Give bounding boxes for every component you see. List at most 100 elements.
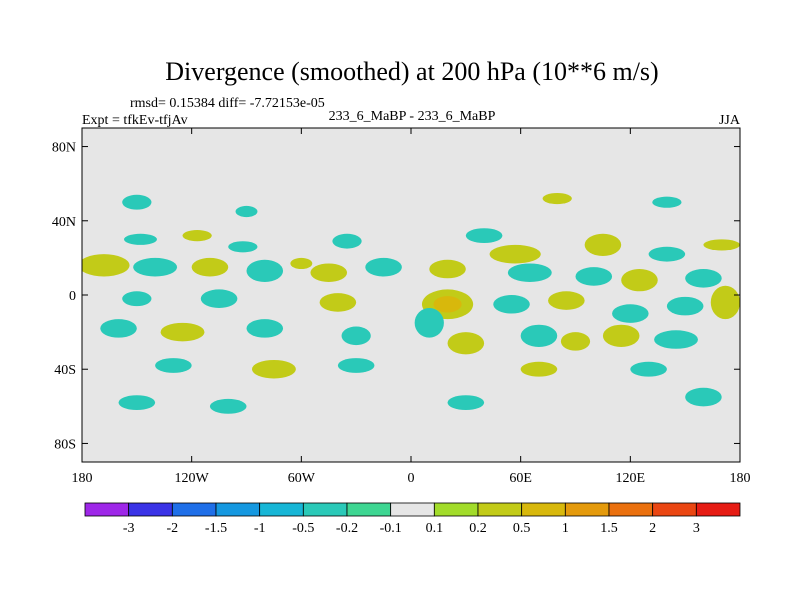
convergence-contour <box>542 192 572 205</box>
season-label: JJA <box>719 113 741 128</box>
y-tick-label: 40N <box>52 215 76 230</box>
colorbar-swatch <box>608 502 654 517</box>
run-comparison-label: 233_6_MaBP - 233_6_MaBP <box>329 109 496 124</box>
y-tick-label: 80S <box>54 437 76 452</box>
colorbar-swatch <box>521 502 566 517</box>
convergence-contour <box>602 324 640 347</box>
divergence-contour <box>575 267 613 286</box>
convergence-contour <box>433 296 462 313</box>
divergence-contour <box>612 304 649 323</box>
colorbar-label: 0.5 <box>513 521 531 536</box>
colorbar-swatch <box>390 502 435 517</box>
convergence-contour <box>160 322 205 342</box>
convergence-contour <box>560 332 591 351</box>
convergence-contour <box>182 230 212 242</box>
colorbar-label: 2 <box>649 521 656 536</box>
plot-area <box>81 127 741 463</box>
x-tick-label: 180 <box>730 471 751 486</box>
x-tick-label: 0 <box>408 471 415 486</box>
colorbar-label: 1 <box>562 521 569 536</box>
convergence-contour <box>703 239 740 251</box>
y-tick-label: 40S <box>54 363 76 378</box>
x-tick-label: 180 <box>72 471 93 486</box>
divergence-contour <box>228 241 258 253</box>
divergence-contour <box>465 228 503 244</box>
colorbar-label: 0.1 <box>426 521 444 536</box>
divergence-contour <box>685 269 722 288</box>
divergence-contour <box>118 395 156 411</box>
divergence-contour <box>235 205 258 218</box>
divergence-contour <box>654 330 698 349</box>
divergence-contour <box>666 296 704 316</box>
y-tick-label: 0 <box>69 289 76 304</box>
colorbar-swatch <box>215 502 261 517</box>
divergence-contour <box>122 291 152 307</box>
divergence-contour <box>122 194 152 210</box>
colorbar-swatch <box>84 502 130 517</box>
colorbar-label: -0.5 <box>292 521 314 536</box>
convergence-contour <box>191 257 229 277</box>
colorbar-swatch <box>564 502 610 517</box>
convergence-contour <box>319 293 357 312</box>
divergence-contour <box>337 358 375 373</box>
divergence-contour <box>200 289 238 308</box>
convergence-contour <box>621 269 658 292</box>
convergence-contour <box>447 332 485 355</box>
colorbar-label: 3 <box>693 521 700 536</box>
divergence-contour <box>246 319 284 338</box>
colorbar-label: -0.2 <box>336 521 358 536</box>
x-axis-ticks: 180 120W 60W 0 60E 120E 180 <box>72 128 751 486</box>
x-tick-label: 60E <box>509 471 532 486</box>
divergence-contour <box>493 295 530 314</box>
x-tick-label: 120E <box>616 471 646 486</box>
colorbar-label: -1.5 <box>205 521 227 536</box>
divergence-contour <box>414 307 444 338</box>
stats-line: rmsd= 0.15384 diff= -7.72153e-05 <box>130 96 325 111</box>
colorbar-swatch <box>695 502 741 517</box>
colorbar-label: -2 <box>166 521 178 536</box>
colorbar-label: -1 <box>254 521 266 536</box>
convergence-contour <box>310 263 348 283</box>
divergence-contour <box>133 257 178 277</box>
divergence-contour <box>124 233 157 245</box>
colorbar-swatch <box>259 502 304 517</box>
convergence-contour <box>489 244 541 264</box>
divergence-contour <box>652 196 682 208</box>
divergence-contour <box>246 259 284 283</box>
divergence-contour <box>100 319 137 338</box>
divergence-field <box>82 192 740 414</box>
colorbar-swatch <box>652 502 697 517</box>
divergence-contour <box>630 361 667 377</box>
divergence-contour <box>447 395 485 411</box>
colorbar-label: 0.2 <box>469 521 487 536</box>
colorbar-swatch <box>302 502 348 517</box>
x-tick-label: 60W <box>288 471 316 486</box>
colorbar: -3 -2 -1.5 -1 -0.5 -0.2 -0.1 0.1 0.2 0.5 1 1.5 2 3 <box>84 502 741 536</box>
colorbar-label: -3 <box>123 521 135 536</box>
colorbar-swatch <box>171 502 217 517</box>
convergence-contour <box>584 233 622 257</box>
x-tick-label: 120W <box>175 471 210 486</box>
y-tick-label: 80N <box>52 141 76 156</box>
divergence-contour <box>365 257 402 277</box>
colorbar-label: 1.5 <box>600 521 618 536</box>
convergence-contour <box>548 291 585 310</box>
colorbar-label: -0.1 <box>380 521 402 536</box>
colorbar-swatch <box>346 502 392 517</box>
y-axis-ticks: 80N 40N 0 40S 80S <box>52 141 740 452</box>
colorbar-swatch <box>128 502 173 517</box>
convergence-contour <box>429 259 466 279</box>
divergence-contour <box>520 324 558 347</box>
convergence-contour <box>290 257 313 270</box>
colorbar-swatch <box>477 502 523 517</box>
experiment-label: Expt = tfkEv-tfjAv <box>82 113 188 128</box>
convergence-contour <box>710 285 740 320</box>
divergence-contour <box>685 387 722 407</box>
divergence-contour <box>648 246 686 262</box>
plot-background <box>82 128 740 462</box>
divergence-contour <box>155 358 192 373</box>
divergence-contour <box>507 263 552 283</box>
convergence-contour <box>520 361 558 377</box>
convergence-contour <box>82 254 130 277</box>
